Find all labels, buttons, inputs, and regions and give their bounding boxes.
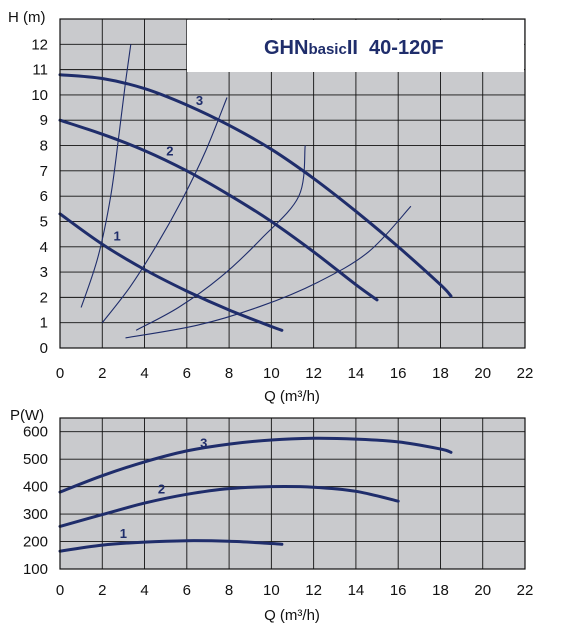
x-tick-label: 18	[432, 582, 449, 599]
y-tick-label: 1	[40, 315, 48, 332]
y-tick-label: 6	[40, 188, 48, 205]
power-x-axis-label: Q (m³/h)	[264, 607, 320, 624]
y-tick-label: 300	[23, 506, 48, 523]
x-tick-label: 0	[56, 582, 64, 599]
x-tick-label: 16	[390, 365, 407, 382]
y-tick-label: 5	[40, 213, 48, 230]
chart-title: GHNbasicII 40-120F	[264, 37, 444, 59]
y-tick-label: 400	[23, 479, 48, 496]
series-label-2: 2	[166, 144, 173, 159]
series-curve-1	[58, 539, 284, 553]
series-label-3: 3	[200, 435, 207, 450]
x-tick-label: 14	[348, 582, 365, 599]
x-tick-label: 4	[140, 582, 148, 599]
series-label-3: 3	[196, 93, 203, 108]
x-tick-label: 2	[98, 582, 106, 599]
head-y-axis-label: H (m)	[8, 9, 46, 26]
head-x-ticks: 0 2 4 6 8 10 12 14 16 18 20 22	[56, 365, 534, 382]
power-plot-frame	[59, 417, 526, 570]
y-tick-label: 500	[23, 451, 48, 468]
title-part-basic: basic	[308, 41, 346, 58]
series-curve-1	[58, 212, 284, 332]
x-tick-label: 12	[305, 365, 322, 382]
y-tick-label: 200	[23, 534, 48, 551]
title-part-model: II 40-120F	[347, 37, 444, 59]
y-tick-label: 9	[40, 112, 48, 129]
x-tick-label: 16	[390, 582, 407, 599]
x-tick-label: 20	[474, 365, 491, 382]
head-plot-frame	[59, 18, 526, 349]
y-tick-label: 0	[40, 340, 48, 357]
x-tick-label: 4	[140, 365, 148, 382]
x-tick-label: 20	[474, 582, 491, 599]
system-curve-4	[125, 205, 412, 339]
y-tick-label: 100	[23, 561, 48, 578]
x-tick-label: 18	[432, 365, 449, 382]
system-curve-1	[80, 44, 132, 308]
y-tick-label: 11	[32, 62, 48, 79]
power-series: 1 2 3	[58, 435, 453, 553]
x-tick-label: 2	[98, 365, 106, 382]
power-plot-area	[60, 418, 525, 569]
x-tick-label: 12	[305, 582, 322, 599]
x-tick-label: 8	[225, 365, 233, 382]
y-tick-label: 2	[40, 289, 48, 306]
series-curve-3	[58, 436, 453, 494]
y-tick-label: 3	[40, 264, 48, 281]
series-label-1: 1	[113, 228, 120, 243]
y-tick-label: 12	[31, 36, 48, 53]
series-curve-2	[58, 118, 379, 302]
x-tick-label: 8	[225, 582, 233, 599]
y-tick-label: 8	[40, 138, 48, 155]
title-box	[187, 20, 524, 72]
series-label-1: 1	[120, 526, 127, 541]
series-curve-2	[58, 484, 400, 528]
x-tick-label: 6	[183, 365, 191, 382]
power-y-ticks: 100 200 300 400 500 600	[23, 424, 48, 578]
system-curve-2	[101, 97, 228, 324]
x-tick-label: 22	[517, 365, 534, 382]
system-curve-3	[135, 145, 306, 331]
x-tick-label: 14	[348, 365, 365, 382]
series-label-2: 2	[158, 482, 165, 497]
y-tick-label: 4	[40, 239, 48, 256]
head-system-curves	[80, 44, 412, 339]
y-tick-label: 7	[40, 163, 48, 180]
series-curve-3	[58, 73, 453, 298]
head-series: 1 2 3	[58, 73, 453, 332]
title-part-brand: GHN	[264, 37, 308, 59]
x-tick-label: 10	[263, 365, 280, 382]
power-y-axis-label: P(W)	[10, 407, 44, 424]
y-tick-label: 600	[23, 424, 48, 441]
x-tick-label: 0	[56, 365, 64, 382]
head-x-axis-label: Q (m³/h)	[264, 388, 320, 405]
y-tick-label: 10	[31, 87, 48, 104]
x-tick-label: 22	[517, 582, 534, 599]
x-tick-label: 10	[263, 582, 280, 599]
power-x-ticks: 0 2 4 6 8 10 12 14 16 18 20 22	[56, 582, 534, 599]
x-tick-label: 6	[183, 582, 191, 599]
